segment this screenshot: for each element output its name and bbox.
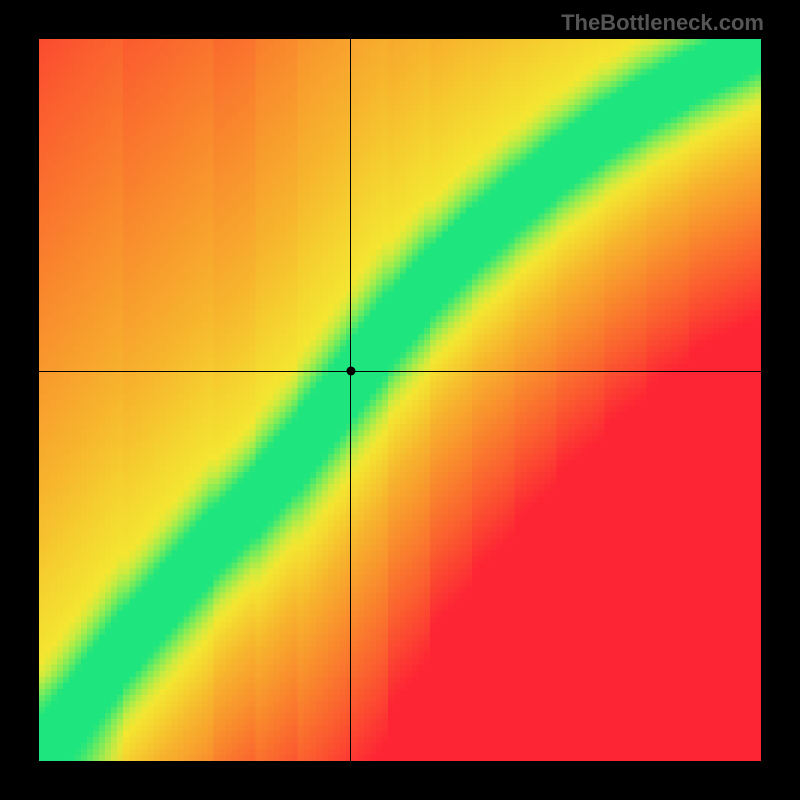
crosshair-horizontal (39, 371, 761, 372)
chart-stage: TheBottleneck.com (0, 0, 800, 800)
watermark-text: TheBottleneck.com (561, 10, 764, 36)
crosshair-vertical (350, 39, 351, 761)
bottleneck-heatmap (39, 39, 761, 761)
data-point-marker (346, 367, 355, 376)
